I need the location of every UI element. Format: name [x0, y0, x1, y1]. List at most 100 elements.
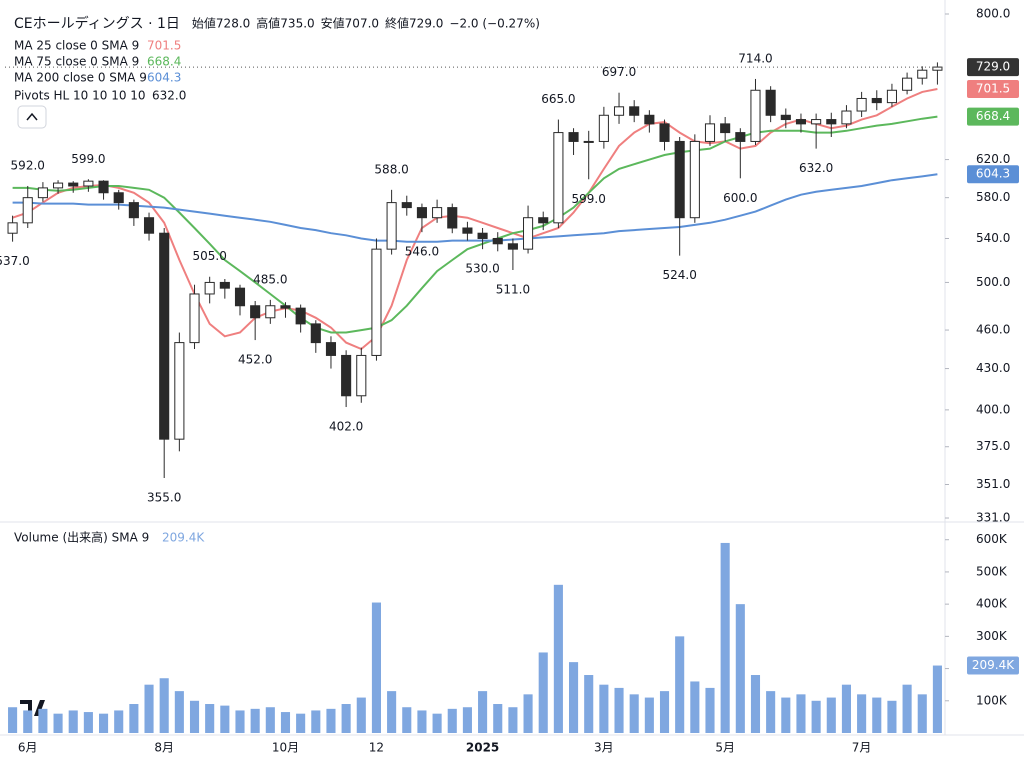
collapse-button[interactable] [17, 105, 47, 129]
pivot-label: 537.0 [0, 254, 30, 268]
ma-value-label: 668.4 [976, 109, 1010, 123]
indicator-value: 701.5 [147, 39, 181, 53]
x-tick-label: 5月 [715, 741, 735, 755]
candle-body [689, 140, 700, 219]
volume-bar [720, 542, 730, 733]
volume-bar [796, 694, 806, 733]
volume-bar [144, 684, 154, 733]
volume-value: 209.4K [162, 531, 205, 545]
ohlc-value: 729.0 [409, 17, 443, 31]
volume-bar [917, 694, 927, 733]
volume-value-label-box [967, 656, 1019, 675]
x-tick-label: 7月 [852, 741, 872, 755]
candle-body [143, 217, 155, 234]
volume-bar [811, 700, 821, 733]
last-price-label: 729.0 [976, 60, 1010, 74]
volume-bar [462, 707, 472, 733]
volume-bar [280, 712, 291, 733]
volume-bar [326, 708, 336, 733]
ohlc-label: 始値 [192, 16, 216, 31]
candle-body [750, 89, 761, 142]
volume-bar [659, 691, 670, 733]
volume-bar [235, 710, 245, 733]
volume-bar [629, 694, 639, 733]
ohlc-label: 安値 [321, 16, 345, 31]
ma-value-label-box [967, 165, 1019, 184]
last-price-label-box [967, 58, 1019, 77]
candle-body [538, 217, 549, 224]
pivot-label: 505.0 [192, 249, 226, 263]
ma-line [12, 88, 938, 351]
volume-bar [584, 675, 594, 733]
y-tick-label: 375.0 [976, 439, 1010, 453]
candle-body [219, 281, 230, 289]
candle-body [871, 97, 882, 104]
ohlc-value: 728.0 [216, 17, 250, 31]
candle-body [250, 305, 261, 319]
pivot-label: 665.0 [541, 92, 575, 106]
volume-bar [614, 687, 624, 733]
volume-bar [341, 704, 351, 733]
volume-bar [523, 694, 533, 733]
candle-body [265, 305, 276, 319]
volume-bar [569, 662, 579, 733]
ohlc-label: 高値 [256, 16, 280, 31]
candle-body [128, 202, 139, 219]
volume-bar [114, 710, 124, 733]
volume-bar [887, 700, 897, 733]
x-tick-label: 6月 [18, 741, 38, 755]
candle-body [83, 180, 94, 187]
candle-body [613, 106, 625, 116]
volume-bar [508, 707, 518, 733]
volume-bar [371, 602, 381, 733]
candle-body [204, 281, 215, 295]
ma-value-label-box [967, 107, 1019, 126]
pivot-label: 588.0 [374, 162, 408, 176]
volume-bar [478, 691, 488, 733]
volume-bar [705, 687, 715, 733]
candle-body [917, 69, 928, 79]
candle-body [356, 354, 367, 397]
indicator-name: MA 25 close 0 SMA 9 [14, 39, 139, 53]
candle-body [310, 323, 321, 344]
change: −2.0 (−0.27%) [449, 17, 540, 31]
pivot-label: 632.0 [799, 161, 833, 175]
pivot-label: 524.0 [662, 268, 696, 282]
candle-body [53, 182, 64, 189]
volume-bar [68, 710, 78, 733]
volume-bar [99, 713, 109, 733]
x-tick-label: 8月 [154, 741, 174, 755]
pivot-label: 600.0 [723, 191, 757, 205]
candle-body [401, 202, 412, 209]
candle-body [492, 237, 503, 245]
candle-body [720, 123, 731, 134]
volume-bar [356, 697, 366, 733]
y-tick-label: 430.0 [976, 361, 1010, 375]
ohlc-value: 735.0 [280, 17, 314, 31]
volume-bar [493, 704, 503, 733]
volume-bar [826, 697, 836, 733]
volume-bar [296, 713, 306, 733]
candle-body [735, 132, 746, 142]
volume-bar [220, 705, 230, 733]
volume-bar [205, 704, 215, 733]
candle-body [704, 123, 716, 142]
candle-body [477, 232, 488, 239]
candle-body [280, 305, 291, 309]
volume-bar [599, 684, 609, 733]
candle-body [371, 248, 382, 356]
volume-bar [538, 652, 548, 733]
candle-body [174, 342, 185, 440]
candle-body [507, 243, 518, 250]
candle-body [902, 77, 913, 91]
ma-value-label: 604.3 [976, 167, 1010, 181]
candle-body [553, 132, 564, 224]
candle-body [523, 217, 534, 250]
volume-bar [432, 713, 442, 733]
candle-body [234, 287, 246, 307]
ohlc-value: 707.0 [345, 17, 379, 31]
volume-bar [841, 684, 851, 733]
volume-y-tick-label: 400K [976, 597, 1008, 611]
volume-bar [265, 707, 275, 733]
x-tick-label: 3月 [594, 741, 614, 755]
